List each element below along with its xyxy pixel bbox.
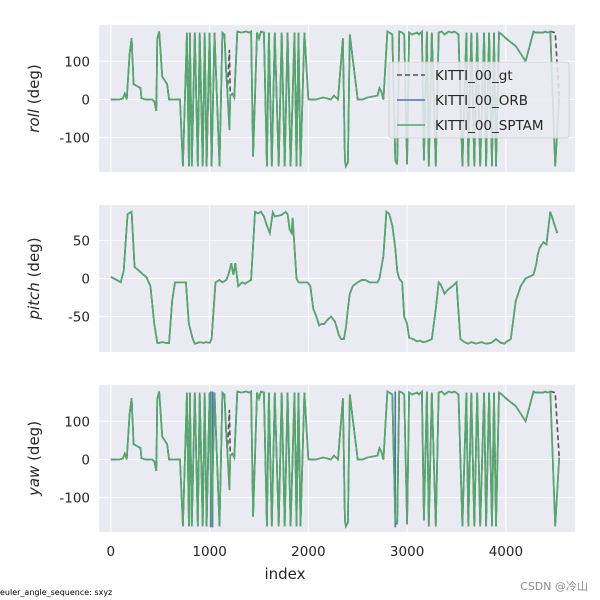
- x-tick-label: 1000: [192, 544, 226, 560]
- y-tick-label: 100: [64, 54, 90, 70]
- x-tick-label: 4000: [489, 544, 523, 560]
- y-tick-label: 0: [81, 272, 90, 288]
- series-line-sptam: [110, 389, 560, 529]
- y-axis-label: yaw (deg): [25, 421, 43, 497]
- y-tick-label: -100: [59, 491, 90, 507]
- y-axis-label: pitch (deg): [25, 237, 43, 320]
- y-tick-label: 50: [73, 234, 90, 250]
- x-tick-label: 0: [107, 544, 116, 560]
- y-axis-label-variable: roll: [25, 108, 43, 133]
- subplot-yaw: 100 0 -100 yaw (deg): [25, 385, 575, 532]
- legend: KITTI_00_gt KITTI_00_ORB KITTI_00_SPTAM: [388, 61, 570, 139]
- y-tick-label: -50: [68, 309, 90, 325]
- y-tick-label: -100: [59, 131, 90, 147]
- y-axis-label-unit: (deg): [25, 421, 43, 466]
- y-tick-label: 0: [81, 92, 90, 108]
- y-axis-label-variable: pitch: [25, 282, 43, 320]
- legend-label: KITTI_00_ORB: [435, 93, 528, 109]
- legend-label: KITTI_00_gt: [435, 68, 513, 84]
- legend-label: KITTI_00_SPTAM: [435, 118, 544, 134]
- x-tick-label: 2000: [291, 544, 325, 560]
- watermark: CSDN @冷山: [520, 580, 588, 593]
- y-tick-label: 0: [81, 452, 90, 468]
- y-axis-label-unit: (deg): [25, 237, 43, 282]
- footnote: euler_angle_sequence: sxyz: [0, 588, 113, 597]
- series-line-sptam: [110, 210, 558, 345]
- y-axis-label-unit: (deg): [25, 64, 43, 109]
- legend-frame: [388, 61, 570, 139]
- y-tick-label: 100: [64, 414, 90, 430]
- subplot-pitch: 50 0 -50 pitch (deg): [25, 205, 575, 352]
- y-axis-label-variable: yaw: [25, 465, 43, 497]
- x-tick-label: 3000: [390, 544, 424, 560]
- x-axis-label: index: [264, 565, 305, 583]
- y-axis-label: roll (deg): [25, 64, 43, 132]
